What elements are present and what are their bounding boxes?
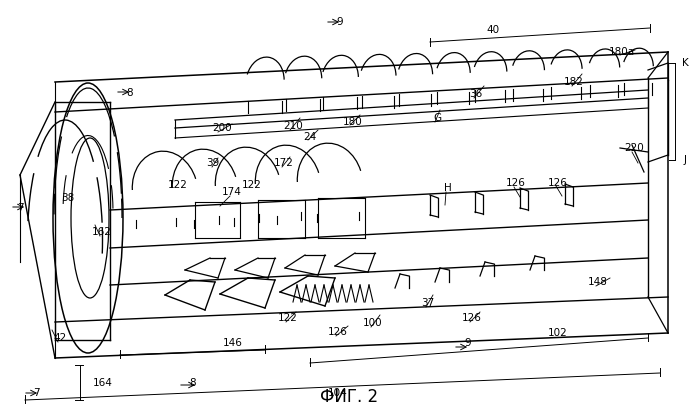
- Text: 172: 172: [274, 158, 294, 168]
- Text: 104: 104: [328, 388, 348, 398]
- Text: J: J: [684, 155, 686, 165]
- Text: 180: 180: [343, 117, 363, 127]
- Text: 42: 42: [53, 333, 66, 343]
- Text: 164: 164: [93, 378, 113, 388]
- Text: 146: 146: [223, 338, 243, 348]
- Text: 40: 40: [487, 25, 500, 35]
- Text: 148: 148: [588, 277, 608, 287]
- Text: 126: 126: [548, 178, 568, 188]
- Text: G: G: [433, 113, 441, 123]
- Text: ФИГ. 2: ФИГ. 2: [320, 388, 378, 406]
- Text: 100: 100: [363, 318, 383, 328]
- Text: 220: 220: [624, 143, 644, 153]
- Text: 162: 162: [92, 227, 112, 237]
- Text: 9: 9: [465, 338, 471, 348]
- Text: 126: 126: [462, 313, 482, 323]
- Text: 7: 7: [33, 388, 39, 398]
- Text: 174: 174: [222, 187, 242, 197]
- Text: 36: 36: [469, 89, 482, 99]
- Text: 102: 102: [548, 328, 568, 338]
- Text: 37: 37: [421, 298, 435, 308]
- Text: 122: 122: [168, 180, 188, 190]
- Text: 24: 24: [303, 132, 317, 142]
- Text: 8: 8: [127, 88, 134, 98]
- Text: 8: 8: [189, 378, 196, 388]
- Text: 210: 210: [283, 121, 303, 131]
- Text: 200: 200: [212, 123, 232, 133]
- Text: H: H: [444, 183, 452, 193]
- Text: 126: 126: [328, 327, 348, 337]
- Text: 39: 39: [206, 158, 219, 168]
- Text: 9: 9: [337, 17, 343, 27]
- Text: K: K: [682, 58, 689, 68]
- Text: 182: 182: [564, 77, 584, 87]
- Text: 122: 122: [278, 313, 298, 323]
- Text: 7: 7: [17, 203, 23, 213]
- Text: 180a: 180a: [609, 47, 635, 57]
- Text: 126: 126: [506, 178, 526, 188]
- Text: 38: 38: [62, 193, 75, 203]
- Text: 122: 122: [242, 180, 262, 190]
